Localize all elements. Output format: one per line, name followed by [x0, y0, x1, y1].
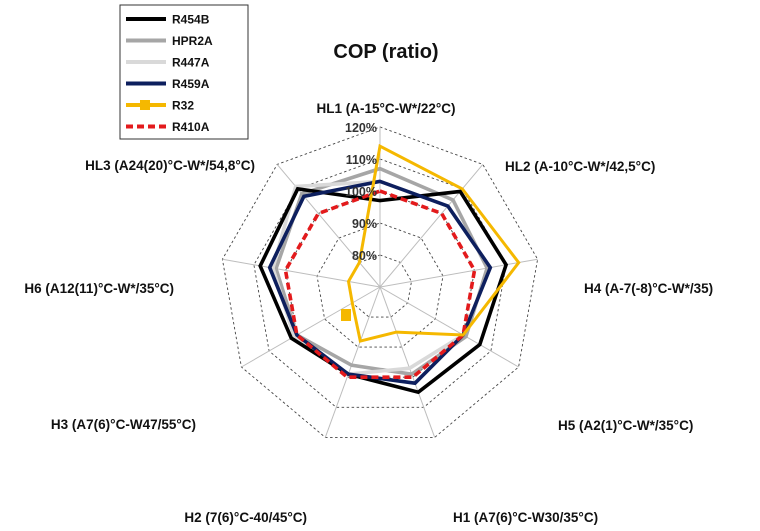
axis-label-5: H2 (7(6)°C-40/45°C) [184, 510, 307, 525]
legend: R454B HPR2A R447A R459A R32 R410A [119, 4, 249, 140]
legend-marker-r32 [140, 100, 150, 110]
legend-label-hpr2a: HPR2A [172, 34, 213, 48]
legend-label-r410a: R410A [172, 120, 210, 134]
legend-label-r454b: R454B [172, 13, 210, 27]
grid-spoke-3 [379, 286, 519, 368]
grid-spoke-5 [324, 286, 381, 438]
grid-spoke-7 [222, 258, 381, 288]
grid-spoke-2 [379, 258, 538, 288]
grid-ring-4 [221, 126, 539, 438]
grid-spoke-4 [379, 286, 436, 438]
axis-labels: HL1 (A-15°C-W*/22°C) HL2 (A-10°C-W*/42,5°… [24, 101, 713, 525]
chart-title: COP (ratio) [333, 41, 438, 63]
grid-ring-1 [316, 222, 444, 348]
tick-label-0: 80% [352, 249, 377, 263]
grid-spoke-1 [379, 164, 484, 288]
axis-label-1: HL2 (A-10°C-W*/42,5°C) [505, 159, 655, 174]
axis-label-8: HL3 (A24(20)°C-W*/54,8°C) [85, 158, 255, 173]
series-line-r459a [267, 179, 493, 386]
radar-series [258, 143, 521, 395]
radar-grid [221, 126, 539, 438]
axis-label-4: H1 (A7(6)°C-W30/35°C) [453, 510, 598, 525]
axis-label-0: HL1 (A-15°C-W*/22°C) [316, 101, 455, 116]
tick-label-3: 110% [346, 153, 377, 167]
axis-label-6: H3 (A7(6)°C-W47/55°C) [51, 417, 196, 432]
axis-label-2: H4 (A-7(-8)°C-W*/35) [584, 281, 713, 296]
grid-spoke-6 [241, 286, 381, 368]
legend-label-r32: R32 [172, 99, 194, 113]
tick-label-4: 120% [345, 121, 377, 135]
tick-label-1: 90% [352, 217, 377, 231]
series-line-r32 [346, 143, 521, 343]
tick-labels: 80% 90% 100% 110% 120% [345, 121, 377, 263]
tick-label-2: 100% [345, 185, 377, 199]
series-line-r454b [258, 186, 509, 395]
legend-label-r459a: R459A [172, 77, 210, 91]
axis-label-7: H6 (A12(11)°C-W*/35°C) [24, 281, 174, 296]
series-marker-r32 [341, 309, 351, 321]
legend-label-r447a: R447A [172, 56, 210, 70]
legend-box [119, 4, 249, 140]
axis-label-3: H5 (A2(1)°C-W*/35°C) [558, 418, 693, 433]
